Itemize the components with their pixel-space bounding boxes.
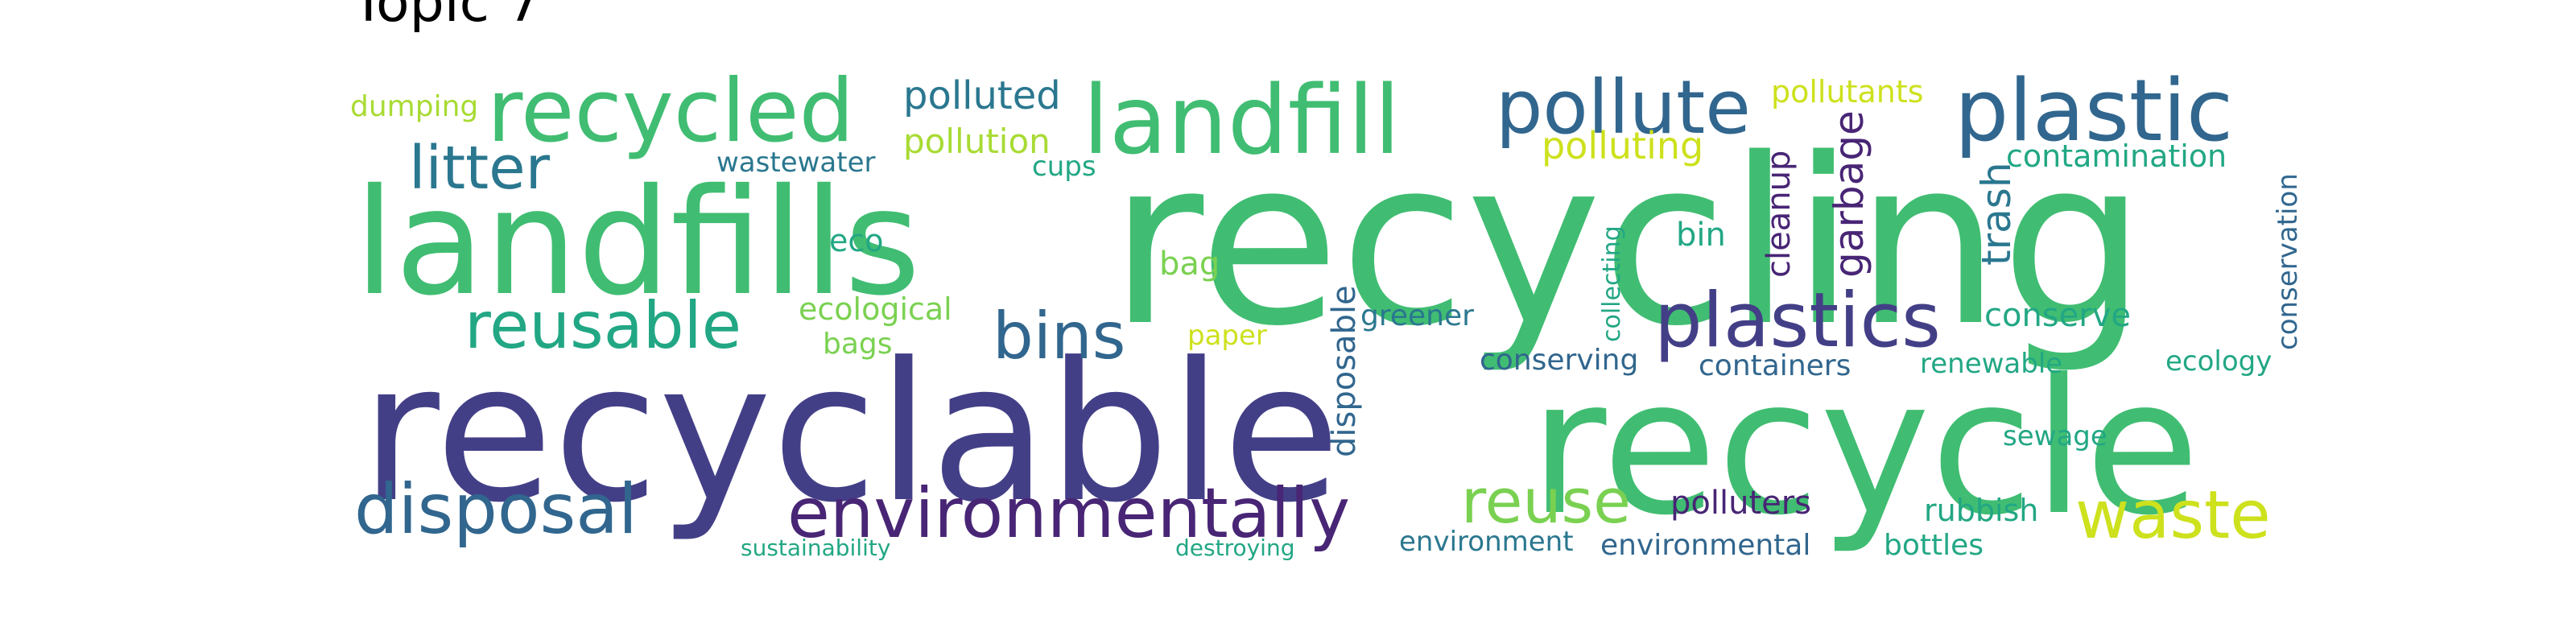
word-pollutants: pollutants bbox=[1771, 74, 1924, 109]
word-disposable: disposable bbox=[1326, 285, 1363, 457]
word-polluters: polluters bbox=[1670, 485, 1812, 522]
word-greener: greener bbox=[1360, 299, 1474, 332]
word-reusable: reusable bbox=[464, 288, 741, 363]
word-ecology: ecology bbox=[2165, 345, 2273, 378]
word-destroying: destroying bbox=[1175, 535, 1295, 561]
word-environment: environment bbox=[1399, 526, 1574, 558]
word-renewable: renewable bbox=[1920, 348, 2063, 380]
word-rubbish: rubbish bbox=[1924, 493, 2039, 528]
word-landfill: landfill bbox=[1083, 64, 1401, 175]
word-wastewater: wastewater bbox=[716, 147, 876, 179]
word-bins: bins bbox=[993, 299, 1126, 374]
word-contamination: contamination bbox=[2006, 138, 2227, 174]
word-conservation: conservation bbox=[2272, 173, 2304, 350]
word-sewage: sewage bbox=[2003, 420, 2107, 452]
word-bags: bags bbox=[823, 328, 893, 361]
word-pollution: pollution bbox=[903, 122, 1051, 161]
word-conserve: conserve bbox=[1984, 297, 2131, 334]
word-cups: cups bbox=[1032, 151, 1096, 183]
word-collecting: collecting bbox=[1598, 225, 1626, 342]
word-dumping: dumping bbox=[350, 90, 479, 123]
word-polluted: polluted bbox=[903, 73, 1061, 118]
word-bottles: bottles bbox=[1884, 529, 1984, 562]
word-plastics: plastics bbox=[1654, 277, 1941, 365]
word-plastic: plastic bbox=[1955, 61, 2234, 160]
word-eco: eco bbox=[829, 223, 884, 258]
word-disposal: disposal bbox=[354, 469, 638, 550]
word-containers: containers bbox=[1699, 349, 1852, 382]
word-garbage: garbage bbox=[1826, 110, 1872, 278]
word-recyclable: recyclable bbox=[361, 322, 1341, 545]
word-ecological: ecological bbox=[799, 291, 952, 327]
word-landfills: landfills bbox=[354, 157, 921, 328]
word-recycling: recycling bbox=[1109, 109, 2147, 377]
word-bag: bag bbox=[1159, 246, 1220, 283]
word-sustainability: sustainability bbox=[741, 535, 891, 561]
word-reuse: reuse bbox=[1461, 465, 1631, 537]
word-paper: paper bbox=[1187, 320, 1267, 352]
word-polluting: polluting bbox=[1542, 124, 1704, 167]
word-recycled: recycled bbox=[487, 61, 855, 162]
word-pollute: pollute bbox=[1496, 64, 1751, 151]
word-trash: trash bbox=[1973, 162, 2020, 266]
word-bin: bin bbox=[1676, 217, 1726, 254]
word-waste: waste bbox=[2075, 477, 2271, 554]
word-environmental: environmental bbox=[1600, 529, 1811, 562]
word-recycle: recycle bbox=[1530, 339, 2200, 556]
page-title: Topic 7 bbox=[352, 0, 542, 35]
word-conserving: conserving bbox=[1480, 344, 1639, 377]
word-environmentally: environmentally bbox=[787, 473, 1351, 554]
word-cleanup: cleanup bbox=[1761, 150, 1798, 278]
word-litter: litter bbox=[409, 134, 551, 203]
